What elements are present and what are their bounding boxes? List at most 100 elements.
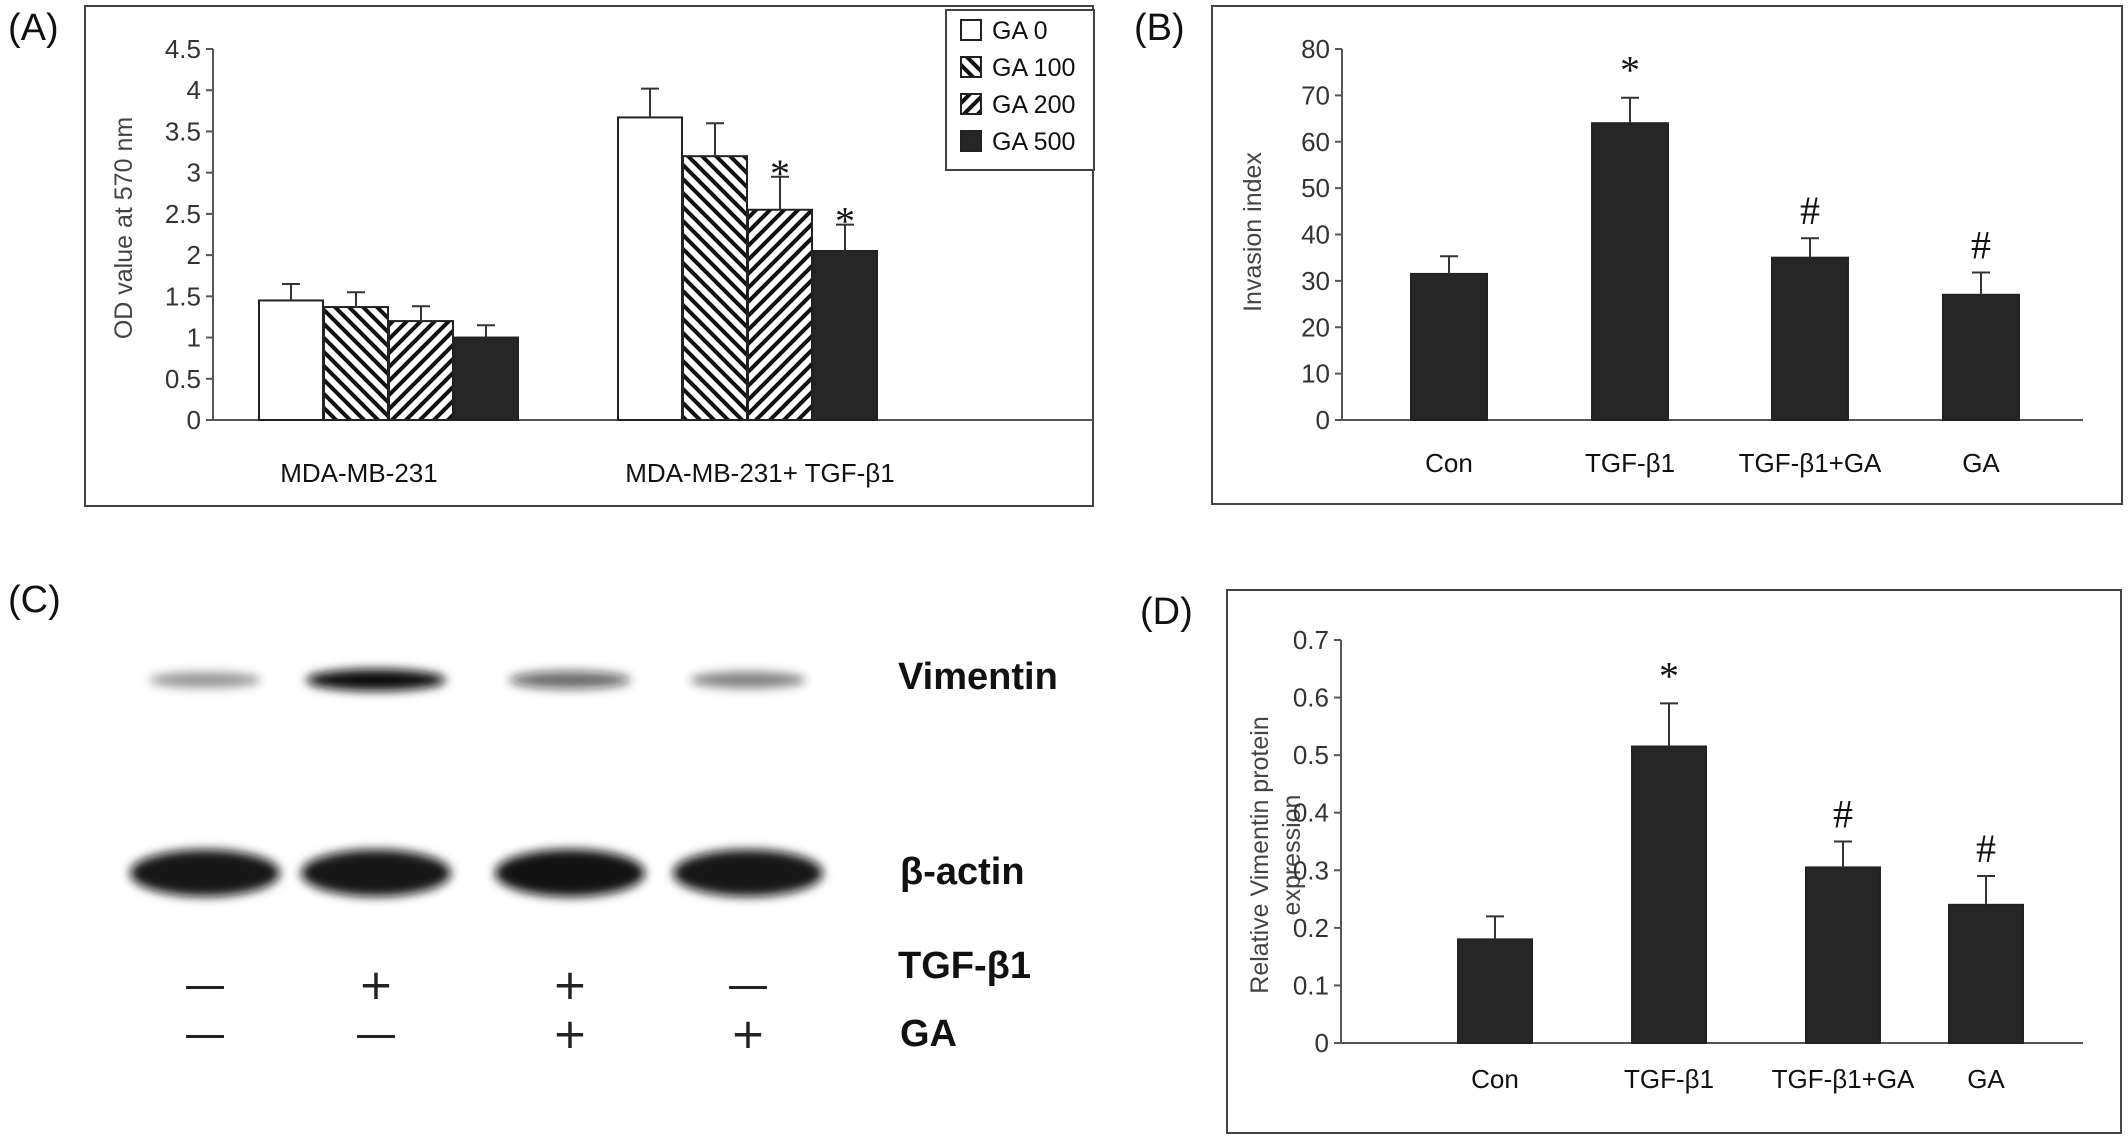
blot-band-beta-actin (673, 849, 823, 897)
panel-d-significance-hash: # (1976, 826, 1996, 871)
panel-d-significance-asterisk: * (1659, 653, 1679, 698)
blot-band-vimentin (509, 670, 631, 690)
panel-d-tick-label: 0.1 (1293, 970, 1329, 1000)
panel-d-tick-label: 0.3 (1293, 855, 1329, 885)
panel-b-significance-hash: # (1800, 188, 1820, 233)
treatment-minus-sign: — (727, 960, 769, 1009)
panel-d-axes: 0 0.1 0.2 0.3 0.4 0.5 0.6 0.7 (1293, 625, 2083, 1058)
panel-b-y-axis-label: Invasion index (1239, 152, 1267, 312)
panel-d-bar (1805, 866, 1881, 1045)
treatment-plus-sign: + (552, 960, 587, 1009)
legend-entry-label: GA 100 (992, 54, 1075, 82)
panel-b-tick-label: 20 (1301, 312, 1330, 342)
panel-d-category-label: Con (1471, 1064, 1519, 1094)
legend-swatch (960, 19, 982, 41)
panel-d-y-axis-label-line2: expression (1278, 795, 1306, 916)
legend-entry-label: GA 200 (992, 91, 1075, 119)
panel-d-category-label: TGF-β1 (1624, 1064, 1714, 1094)
panel-b-tick-label: 40 (1301, 220, 1330, 250)
panel-b-category-label: GA (1962, 448, 2000, 478)
panel-b-significance-asterisk: * (1620, 48, 1640, 93)
panel-a-bar-black (453, 336, 519, 421)
blot-band-beta-actin (301, 849, 451, 897)
panel-a-bar-backslash (682, 155, 748, 422)
panel-b-tick-label: 80 (1301, 34, 1330, 64)
panel-d-tick-label: 0.4 (1293, 798, 1329, 828)
legend-entry-label: GA 500 (992, 128, 1075, 156)
panel-a-bar-black (812, 249, 878, 421)
blot-bands (130, 669, 823, 897)
legend-entry-label: GA 0 (992, 17, 1048, 45)
panel-a-tick-label: 0.5 (165, 364, 201, 394)
panel-b-bars: Con * TGF-β1 # TGF-β1+GA # GA (1410, 48, 2020, 478)
panel-a-frame (84, 5, 1094, 507)
panel-a-tick-label: 2.5 (165, 199, 201, 229)
panel-c-western-blot: Vimentin β-actin TGF-β1 GA — + + —— — + + (130, 656, 1058, 1058)
treatment-minus-sign: — (184, 960, 226, 1009)
panel-a-tick-label: 4 (187, 75, 201, 105)
panel-a-tick-label: 1.5 (165, 281, 201, 311)
panel-a-tick-label: 4.5 (165, 34, 201, 64)
panel-b-bar (1771, 256, 1849, 421)
treatment-plus-sign: + (358, 960, 393, 1009)
treatment-minus-sign: — (184, 1009, 226, 1058)
blot-label-tgf-beta1: TGF-β1 (898, 945, 1031, 987)
panel-d-tick-label: 0.6 (1293, 683, 1329, 713)
panel-b-bar (1410, 272, 1488, 422)
panel-b-frame (1211, 5, 2123, 505)
panel-b-chart: Invasion index 0 10 20 30 40 50 60 70 80 Con * TGF… (1211, 5, 2123, 505)
blot-band-vimentin (306, 669, 446, 691)
panel-b-tick-label: 30 (1301, 266, 1330, 296)
legend-swatch (960, 56, 982, 78)
treatment-plus-sign: + (730, 1009, 765, 1058)
panel-d-bar (1948, 903, 2024, 1044)
panel-b-tick-label: 70 (1301, 80, 1330, 110)
panel-b-category-label: Con (1425, 448, 1473, 478)
panel-a-chart: OD value at 570 nm 00.511.522.533.544.5 … (84, 5, 1095, 507)
panel-d-category-label: TGF-β1+GA (1772, 1064, 1915, 1094)
panel-a-tick-label: 2 (187, 240, 201, 270)
panel-a-tick-label: 3.5 (165, 116, 201, 146)
panel-d-bar (1457, 938, 1533, 1044)
panel-b-tick-label: 10 (1301, 359, 1330, 389)
panel-b-category-label: TGF-β1 (1585, 448, 1675, 478)
blot-label-beta-actin: β-actin (900, 851, 1025, 893)
panel-a-category-label: MDA-MB-231 (280, 458, 437, 488)
legend-swatch (960, 93, 982, 115)
panel-d-significance-hash: # (1833, 792, 1853, 837)
panel-a-significance-asterisk: * (770, 151, 790, 196)
panel-d-tick-label: 0.5 (1293, 740, 1329, 770)
panel-d-category-label: GA (1967, 1064, 2005, 1094)
blot-band-beta-actin (495, 849, 645, 897)
panel-a-bar-slash (388, 320, 454, 422)
blot-label-ga: GA (900, 1013, 957, 1055)
panel-label-b: (B) (1134, 7, 1185, 49)
panel-a-bar-slash (747, 208, 813, 421)
panel-b-tick-label: 0 (1316, 405, 1330, 435)
panel-a-bar-white (258, 299, 324, 422)
panel-b-tick-label: 50 (1301, 173, 1330, 203)
panel-b-category-label: TGF-β1+GA (1739, 448, 1882, 478)
panel-b-bar (1591, 122, 1669, 421)
blot-band-vimentin (690, 671, 806, 689)
treatment-plus-sign: + (552, 1009, 587, 1058)
panel-d-tick-label: 0.2 (1293, 913, 1329, 943)
blot-band-vimentin (149, 672, 261, 688)
panel-a-tick-label: 3 (187, 158, 201, 188)
panel-a-legend: GA 0 GA 100 GA 200 GA 500 (945, 9, 1095, 171)
panel-d-frame (1226, 589, 2122, 1134)
panel-d-chart: Relative Vimentin protein expression 0 0.… (1226, 589, 2122, 1134)
panel-label-a: (A) (8, 7, 59, 49)
panel-b-significance-hash: # (1971, 223, 1991, 268)
panel-a-bar-white (617, 116, 683, 421)
panel-a-y-axis-label: OD value at 570 nm (110, 117, 138, 339)
blot-label-vimentin: Vimentin (898, 656, 1058, 698)
panel-a-tick-label: 1 (187, 323, 201, 353)
blot-band-beta-actin (130, 849, 280, 897)
panel-d-tick-label: 0.7 (1293, 625, 1329, 655)
panel-a-category-label: MDA-MB-231+ TGF-β1 (625, 458, 894, 488)
panel-a-bars: * * MDA-MB-231 MDA-MB-231+ TGF-β1 (258, 87, 895, 488)
panel-d-tick-label: 0 (1315, 1028, 1329, 1058)
panel-label-c: (C) (8, 579, 61, 621)
